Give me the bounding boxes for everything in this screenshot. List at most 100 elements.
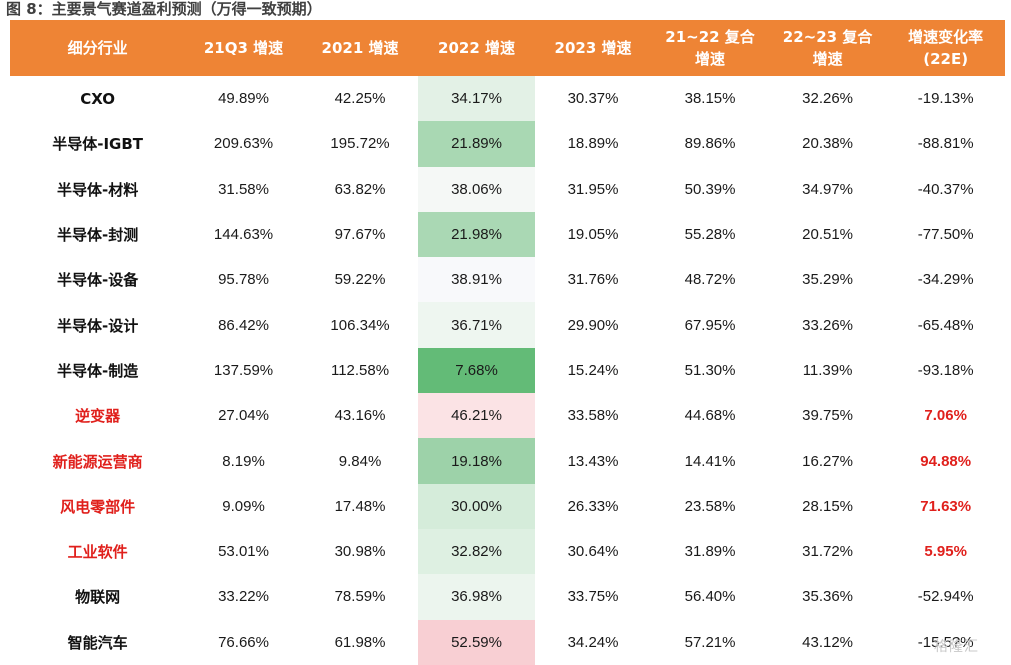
table-row: 智能汽车 76.66% 61.98% 52.59% 34.24% 57.21% 43.12%… xyxy=(10,619,1005,665)
column-header-line: 细分行业 xyxy=(67,39,128,57)
cell-q3: 76.66% xyxy=(218,633,269,651)
column-header: 2021 增速 xyxy=(301,20,419,76)
cell-y2021: 112.58% xyxy=(330,361,390,379)
sector-name: 半导体-IGBT xyxy=(52,135,144,154)
table-row: 半导体-IGBT 209.63% 195.72% 21.89% 18.89% 89.86%… xyxy=(10,121,1005,167)
column-header: 增速变化率 (22E) xyxy=(886,20,1005,76)
column-header-line: 2021 增速 xyxy=(321,39,399,57)
table-row: 半导体-设备 95.78% 59.22% 38.91% 31.76% 48.72% 35.2… xyxy=(10,257,1005,303)
cell-y2023: 31.95% xyxy=(567,180,619,198)
column-header-line: 增速 xyxy=(812,50,843,68)
table-row: 新能源运营商 8.19% 9.84% 19.18% 13.43% 14.41% 16.27%… xyxy=(10,438,1005,484)
cell-y2021: 17.48% xyxy=(334,497,386,515)
cell-change: 71.63% xyxy=(920,497,972,515)
cell-change: -34.29% xyxy=(917,271,974,289)
table-row: 半导体-设计 86.42% 106.34% 36.71% 29.90% 67.95% 33.… xyxy=(10,302,1005,348)
table-row: 逆变器 27.04% 43.16% 46.21% 33.58% 44.68% 39.75% 7… xyxy=(10,393,1005,439)
cell-cagr2122: 55.28% xyxy=(684,226,736,244)
cell-y2022: 52.59% xyxy=(418,619,535,665)
cell-cagr2122: 51.30% xyxy=(684,361,736,379)
column-header: 21Q3 增速 xyxy=(185,20,302,76)
table-row: CXO 49.89% 42.25% 34.17% 30.37% 38.15% 32.26% -… xyxy=(10,76,1005,122)
table-row: 物联网 33.22% 78.59% 36.98% 33.75% 56.40% 35.36% -… xyxy=(10,574,1005,620)
cell-y2023: 33.58% xyxy=(567,407,619,425)
cell-y2022: 38.06% xyxy=(418,166,535,212)
header-row: 细分行业 21Q3 增速 2021 增速 2022 增速 2023 增速 21~22 复合… xyxy=(10,20,1005,76)
cell-change: -15.5?% xyxy=(917,633,974,651)
cell-y2022: 38.91% xyxy=(418,257,535,303)
cell-cagr2223: 39.75% xyxy=(802,407,854,425)
sector-name: 新能源运营商 xyxy=(52,452,143,471)
cell-y2022: 21.89% xyxy=(418,121,535,167)
column-header-line: (22E) xyxy=(923,50,969,68)
cell-y2023: 26.33% xyxy=(567,497,619,515)
cell-cagr2223: 43.12% xyxy=(802,633,854,651)
sector-name: 风电零部件 xyxy=(60,497,136,516)
cell-y2022: 46.21% xyxy=(418,393,535,439)
table-row: 工业软件 53.01% 30.98% 32.82% 30.64% 31.89% 31.72%… xyxy=(10,528,1005,575)
sector-name: 工业软件 xyxy=(67,543,128,562)
column-header: 22~23 复合 增速 xyxy=(768,20,887,76)
table-row: 半导体-制造 137.59% 112.58% 7.68% 15.24% 51.30% 11.… xyxy=(10,347,1005,394)
cell-y2021: 43.16% xyxy=(334,407,386,425)
cell-cagr2223: 33.26% xyxy=(802,316,854,334)
cell-cagr2122: 48.72% xyxy=(684,271,736,289)
column-header-line: 增速变化率 xyxy=(908,28,984,46)
column-header: 2023 增速 xyxy=(534,20,652,76)
cell-q3: 95.78% xyxy=(218,271,269,289)
cell-cagr2122: 23.58% xyxy=(684,497,736,515)
column-header-line: 21Q3 增速 xyxy=(203,39,284,57)
cell-q3: 33.22% xyxy=(218,588,269,606)
cell-y2023: 34.24% xyxy=(567,633,619,651)
cell-q3: 9.09% xyxy=(222,497,265,515)
cell-cagr2122: 56.40% xyxy=(684,588,736,606)
table-row: 风电零部件 9.09% 17.48% 30.00% 26.33% 23.58% 28.15%… xyxy=(10,483,1005,529)
column-header-line: 22~23 复合 xyxy=(782,28,873,46)
column-header: 细分行业 xyxy=(10,20,186,76)
cell-change: -65.48% xyxy=(917,316,974,334)
cell-change: -19.13% xyxy=(917,90,974,108)
sector-name: 逆变器 xyxy=(75,407,121,426)
sector-name: CXO xyxy=(80,89,116,108)
cell-y2021: 59.22% xyxy=(334,271,386,289)
cell-cagr2122: 44.68% xyxy=(684,407,736,425)
column-header-line: 2022 增速 xyxy=(438,39,516,57)
cell-change: -52.94% xyxy=(917,588,974,606)
cell-y2021: 9.84% xyxy=(338,452,382,470)
column-header: 2022 增速 xyxy=(418,20,535,76)
cell-cagr2223: 20.38% xyxy=(802,135,854,153)
cell-cagr2122: 50.39% xyxy=(684,180,736,198)
cell-q3: 144.63% xyxy=(213,226,274,244)
cell-cagr2122: 31.89% xyxy=(684,543,736,561)
table-row: 半导体-材料 31.58% 63.82% 38.06% 31.95% 50.39% 34.9… xyxy=(10,166,1005,212)
cell-q3: 137.59% xyxy=(213,361,274,379)
cell-y2023: 30.37% xyxy=(567,90,619,108)
sector-name: 半导体-设计 xyxy=(57,316,139,335)
cell-y2023: 13.43% xyxy=(567,452,619,470)
cell-change: -77.50% xyxy=(917,226,974,244)
cell-change: 94.88% xyxy=(920,452,972,470)
cell-cagr2122: 89.86% xyxy=(684,135,736,153)
cell-y2022: 7.68% xyxy=(418,347,535,394)
cell-cagr2223: 32.26% xyxy=(802,90,854,108)
forecast-table: 细分行业 21Q3 增速 2021 增速 2022 增速 2023 增速 21~22 复合… xyxy=(10,20,1005,665)
table-body: CXO 49.89% 42.25% 34.17% 30.37% 38.15% 32.26% -… xyxy=(10,76,1005,665)
cell-q3: 209.63% xyxy=(213,135,274,153)
cell-change: -93.18% xyxy=(917,361,974,379)
cell-y2021: 78.59% xyxy=(334,588,386,606)
column-header-line: 2023 增速 xyxy=(554,39,632,57)
cell-y2021: 195.72% xyxy=(330,135,390,153)
cell-cagr2122: 57.21% xyxy=(684,633,736,651)
cell-y2022: 30.00% xyxy=(418,483,535,529)
cell-cagr2122: 14.41% xyxy=(684,452,736,470)
cell-y2022: 32.82% xyxy=(418,528,535,575)
sector-name: 半导体-设备 xyxy=(57,271,139,290)
cell-cagr2223: 28.15% xyxy=(802,497,854,515)
cell-y2023: 15.24% xyxy=(567,361,619,379)
cell-y2022: 34.17% xyxy=(418,76,535,122)
cell-q3: 27.04% xyxy=(218,407,269,425)
cell-cagr2122: 38.15% xyxy=(684,90,736,108)
cell-q3: 53.01% xyxy=(218,543,269,561)
cell-y2022: 21.98% xyxy=(418,211,535,258)
cell-cagr2223: 35.29% xyxy=(802,271,854,289)
